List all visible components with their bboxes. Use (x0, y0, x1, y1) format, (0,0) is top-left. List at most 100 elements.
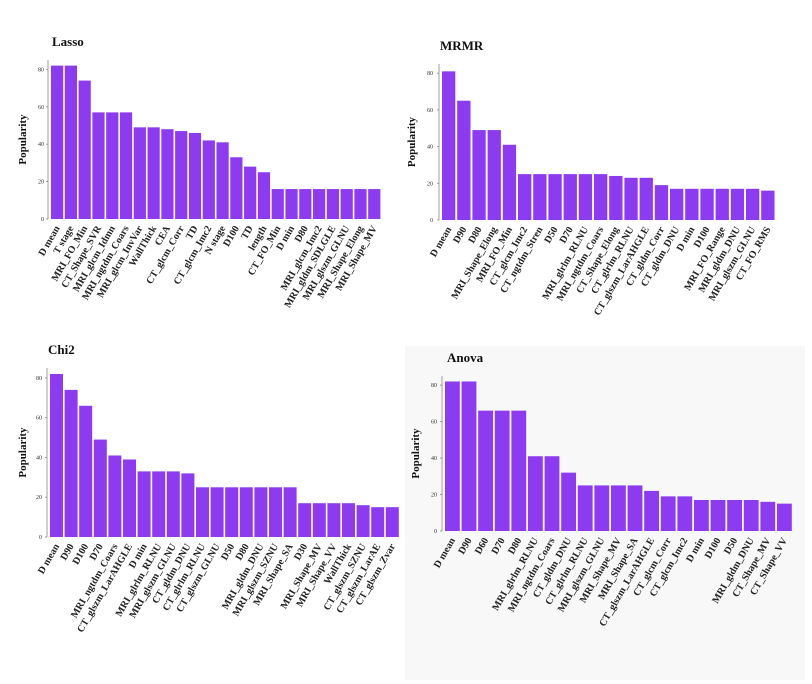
chi2-bar (108, 455, 122, 537)
chi2-bar (298, 503, 312, 537)
anova-bar (777, 503, 792, 531)
chi2-bar (137, 471, 151, 537)
lasso-bar (51, 65, 64, 220)
chi2-bar (371, 507, 385, 537)
anova-bar (627, 485, 643, 531)
chi2-y-axis-label: Popularity (17, 427, 29, 478)
lasso-bar (202, 140, 215, 219)
lasso-bar (106, 112, 119, 219)
lasso-bar (368, 189, 381, 219)
lasso-bar (133, 127, 146, 219)
lasso-y-tick-label: 20 (38, 180, 44, 186)
mrmr-bar (624, 177, 638, 220)
lasso-y-tick-label: 80 (38, 67, 44, 73)
chi2-bar (239, 487, 253, 537)
anova-bar (611, 485, 626, 531)
mrmr-bar (670, 188, 684, 220)
mrmr-bar (715, 188, 729, 220)
chi2-bar (312, 503, 326, 537)
mrmr-bar (746, 188, 760, 220)
chi2-bar (225, 487, 239, 537)
anova-bar (561, 472, 576, 531)
mrmr-bar (761, 190, 775, 220)
anova-bar (694, 500, 709, 531)
chi2-bar (356, 505, 370, 537)
anova-bar (544, 456, 560, 531)
anova-bar (644, 490, 659, 531)
anova-bar (677, 496, 693, 531)
mrmr-bar (502, 144, 517, 220)
lasso-bar (230, 157, 243, 219)
mrmr-bar (609, 175, 623, 220)
chi2-bar (166, 471, 180, 537)
chi2-y-tick-label: 0 (39, 535, 42, 541)
mrmr-bar (442, 71, 456, 220)
lasso-bar (161, 129, 174, 219)
chi2-bar (342, 503, 355, 537)
anova-y-tick-label: 0 (434, 529, 437, 535)
lasso-bar (119, 112, 133, 219)
chi2-chart-title: Chi2 (48, 342, 75, 357)
chi2-y-tick-label: 80 (36, 376, 42, 382)
mrmr-bar (700, 188, 714, 220)
chi2-bar (64, 389, 78, 537)
anova-y-tick-label: 20 (431, 493, 437, 499)
mrmr-chart-title: MRMR (440, 38, 484, 53)
anova-y-tick-label: 60 (431, 420, 437, 426)
chi2-y-tick-label: 20 (36, 495, 42, 501)
mrmr-bar (563, 174, 577, 220)
mrmr-x-tick-label: D90 (451, 225, 469, 245)
lasso-bar (299, 189, 312, 219)
chi2-bar (79, 405, 93, 537)
anova-chart-title: Anova (447, 350, 484, 365)
mrmr-y-tick-label: 40 (427, 145, 433, 151)
chi2-bar (254, 487, 268, 537)
anova-bar (710, 500, 726, 531)
lasso-bar (175, 131, 188, 219)
anova-bar (528, 456, 543, 531)
lasso-bar (92, 112, 105, 219)
lasso-y-tick-label: 60 (38, 105, 44, 111)
lasso-chart-title: Lasso (52, 34, 84, 49)
anova-bar (577, 485, 593, 531)
mrmr-bar (685, 188, 699, 220)
lasso-bar (285, 189, 298, 219)
mrmr-bar (639, 177, 653, 220)
mrmr-x-tick-label: D50 (543, 225, 561, 245)
chi2-x-tick-label: D50 (219, 542, 237, 562)
chi2-bar (50, 373, 63, 537)
lasso-bar (244, 166, 257, 219)
chi2-x-tick-label: D mean (36, 542, 62, 577)
mrmr-bar (548, 174, 562, 220)
anova-y-tick-label: 80 (431, 383, 437, 389)
mrmr-bar (594, 174, 608, 220)
mrmr-bar (518, 174, 532, 220)
chi2-bar (210, 487, 224, 537)
lasso-bar (340, 189, 353, 219)
anova-bar (478, 410, 493, 531)
chi2-bar (123, 459, 136, 537)
mrmr-chart: MRMR Popularity 0 20 40 60 80 D mean D90 D80 MRI_S… (405, 32, 805, 322)
mrmr-y-tick-label: 0 (430, 218, 433, 224)
lasso-bar (271, 189, 284, 219)
chi2-bar (93, 439, 107, 537)
chi2-bar (283, 487, 297, 537)
anova-bar (660, 496, 676, 531)
lasso-bar (216, 142, 229, 219)
anova-bar (727, 500, 742, 531)
mrmr-y-tick-label: 60 (427, 108, 433, 114)
lasso-bar (354, 189, 367, 219)
lasso-bar (188, 132, 202, 219)
anova-bar (760, 501, 776, 531)
lasso-bar (326, 189, 339, 219)
lasso-y-tick-label: 0 (41, 217, 44, 223)
anova-bar (594, 485, 610, 531)
anova-y-tick-label: 40 (431, 456, 437, 462)
mrmr-y-tick-label: 20 (427, 181, 433, 187)
anova-bar (511, 410, 527, 531)
mrmr-bar (533, 174, 547, 220)
